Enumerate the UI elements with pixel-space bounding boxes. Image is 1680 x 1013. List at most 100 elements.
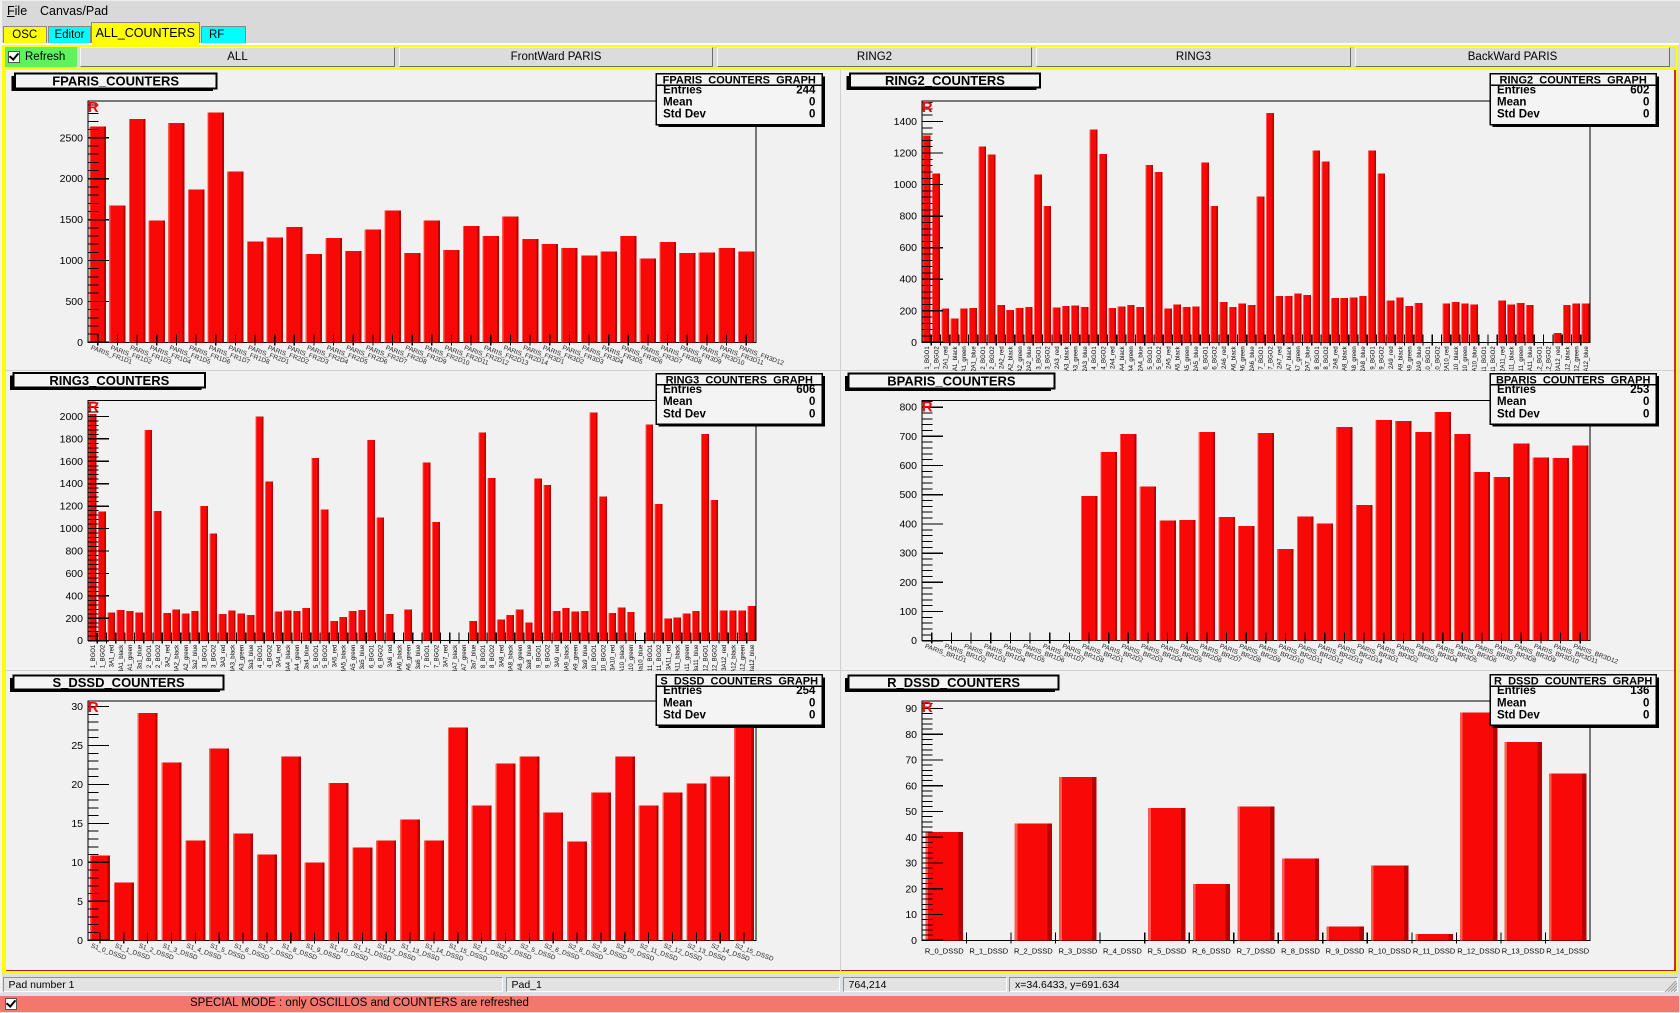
svg-text:2_BGO1: 2_BGO1 — [147, 644, 153, 668]
svg-text:3A7_green: 3A7_green — [462, 645, 468, 671]
svg-text:2A12_blue: 2A12_blue — [1584, 346, 1590, 371]
svg-text:FPARIS_COUNTERS: FPARIS_COUNTERS — [52, 73, 179, 88]
svg-text:2A11_green: 2A11_green — [1519, 346, 1525, 371]
svg-text:800: 800 — [899, 402, 917, 414]
svg-text:2A11_red: 2A11_red — [1500, 346, 1506, 371]
svg-text:3a6_blue: 3a6_blue — [416, 644, 422, 669]
svg-text:3A8_black: 3A8_black — [509, 644, 515, 671]
svg-text:4_BGO2: 4_BGO2 — [267, 644, 273, 668]
svg-text:3A6_black: 3A6_black — [397, 644, 403, 671]
svg-text:Mean: Mean — [1497, 97, 1526, 109]
svg-text:3A4_red: 3A4_red — [277, 645, 283, 668]
svg-text:S_DSSD_COUNTERS: S_DSSD_COUNTERS — [52, 675, 185, 690]
svg-text:800: 800 — [65, 546, 83, 558]
svg-text:5_BGO2: 5_BGO2 — [1157, 346, 1163, 370]
svg-text:R_3_DSSD: R_3_DSSD — [1058, 946, 1097, 955]
svg-text:1500: 1500 — [60, 214, 84, 226]
svg-text:3A10_red: 3A10_red — [611, 645, 617, 671]
svg-text:R_DSSD_COUNTERS_GRAPH: R_DSSD_COUNTERS_GRAPH — [1494, 675, 1652, 687]
svg-text:2A2_red: 2A2_red — [999, 346, 1005, 369]
svg-text:1000: 1000 — [60, 523, 84, 535]
svg-text:200: 200 — [65, 613, 83, 625]
svg-text:2000: 2000 — [60, 411, 84, 423]
svg-text:0: 0 — [1643, 97, 1649, 109]
svg-text:1400: 1400 — [60, 478, 84, 490]
svg-text:R_7_DSSD: R_7_DSSD — [1237, 946, 1276, 955]
svg-text:0: 0 — [809, 709, 815, 721]
svg-text:3A5_red: 3A5_red — [332, 645, 338, 668]
svg-text:3a9_blue: 3a9_blue — [583, 644, 589, 669]
svg-text:3_BGO2: 3_BGO2 — [212, 644, 218, 668]
svg-text:3A4_black: 3A4_black — [286, 644, 292, 671]
svg-text:4_BGO1: 4_BGO1 — [258, 644, 264, 668]
svg-text:2A3_red: 2A3_red — [1055, 346, 1061, 369]
svg-text:0: 0 — [911, 635, 917, 647]
svg-text:R_DSSD_COUNTERS: R_DSSD_COUNTERS — [887, 675, 1020, 690]
svg-text:2A12_black: 2A12_black — [1565, 345, 1571, 371]
svg-text:9_BGO1: 9_BGO1 — [1370, 346, 1376, 370]
svg-text:244: 244 — [796, 84, 816, 96]
svg-text:Std Dev: Std Dev — [1497, 409, 1540, 421]
svg-text:1_BGO1: 1_BGO1 — [91, 644, 97, 668]
svg-text:2_BGO1: 2_BGO1 — [981, 346, 987, 370]
svg-text:R_10_DSSD: R_10_DSSD — [1368, 946, 1412, 955]
svg-text:5: 5 — [77, 896, 83, 908]
svg-text:25: 25 — [71, 740, 83, 752]
svg-text:2A10_black: 2A10_black — [1454, 345, 1460, 371]
svg-text:1200: 1200 — [894, 148, 918, 160]
svg-text:3a11_blue: 3a11_blue — [694, 644, 700, 671]
svg-text:0: 0 — [809, 409, 815, 421]
svg-text:R: R — [88, 699, 99, 716]
svg-text:2A4_red: 2A4_red — [1111, 346, 1117, 369]
svg-text:2_BGO2: 2_BGO2 — [156, 644, 162, 668]
svg-text:2A12_red: 2A12_red — [1556, 346, 1562, 371]
svg-text:1400: 1400 — [894, 116, 918, 128]
svg-text:2A5_blue: 2A5_blue — [1194, 346, 1200, 371]
svg-text:2A2_green: 2A2_green — [1018, 346, 1024, 371]
svg-text:3a12_blue: 3a12_blue — [750, 644, 756, 671]
svg-text:2A6_red: 2A6_red — [1222, 346, 1228, 369]
svg-text:R_13_DSSD: R_13_DSSD — [1502, 946, 1546, 955]
svg-text:Entries: Entries — [1497, 685, 1536, 697]
svg-text:FPARIS_COUNTERS_GRAPH: FPARIS_COUNTERS_GRAPH — [663, 75, 816, 87]
svg-text:2A8_black: 2A8_black — [1343, 345, 1349, 371]
svg-text:2500: 2500 — [60, 132, 84, 144]
svg-text:2A7_black: 2A7_black — [1287, 345, 1293, 371]
svg-text:3A6_red: 3A6_red — [388, 645, 394, 668]
svg-text:254: 254 — [796, 685, 816, 697]
svg-text:3a10_blue: 3a10_blue — [639, 644, 645, 671]
svg-text:3_BGO1: 3_BGO1 — [1036, 346, 1042, 370]
svg-text:3A12_black: 3A12_black — [731, 644, 737, 671]
svg-text:80: 80 — [905, 729, 917, 741]
svg-text:500: 500 — [899, 490, 917, 502]
svg-text:2A4_green: 2A4_green — [1129, 346, 1135, 371]
svg-text:Std Dev: Std Dev — [663, 109, 706, 121]
svg-text:2A1_red: 2A1_red — [944, 346, 950, 369]
svg-text:6_BGO1: 6_BGO1 — [369, 644, 375, 668]
svg-text:RING2_COUNTERS: RING2_COUNTERS — [885, 73, 1005, 88]
svg-text:3A8_green: 3A8_green — [518, 645, 524, 671]
svg-text:1_BGO2: 1_BGO2 — [100, 644, 106, 668]
svg-text:136: 136 — [1630, 685, 1649, 697]
svg-text:2A9_green: 2A9_green — [1408, 346, 1414, 371]
svg-text:7_BGO2: 7_BGO2 — [434, 644, 440, 668]
svg-text:2000: 2000 — [60, 173, 84, 185]
svg-text:2A1_green: 2A1_green — [962, 346, 968, 371]
svg-text:8_BGO2: 8_BGO2 — [1324, 346, 1330, 370]
svg-text:1200: 1200 — [60, 501, 84, 513]
svg-text:3A1_red: 3A1_red — [110, 645, 116, 668]
svg-text:2A6_black: 2A6_black — [1231, 345, 1237, 371]
svg-text:2A10_blue: 2A10_blue — [1473, 346, 1479, 371]
svg-text:Entries: Entries — [663, 384, 702, 396]
svg-text:0: 0 — [1643, 396, 1649, 408]
svg-text:1600: 1600 — [60, 456, 84, 468]
svg-text:2A4_blue: 2A4_blue — [1139, 346, 1145, 371]
svg-text:0: 0 — [809, 697, 815, 709]
svg-text:R_8_DSSD: R_8_DSSD — [1281, 946, 1320, 955]
svg-text:0: 0 — [1643, 109, 1649, 121]
svg-text:R: R — [922, 699, 933, 716]
svg-text:2A7_green: 2A7_green — [1296, 346, 1302, 371]
svg-text:2A7_blue: 2A7_blue — [1306, 346, 1312, 371]
svg-text:Entries: Entries — [663, 84, 702, 96]
svg-text:3A12_red: 3A12_red — [722, 645, 728, 671]
